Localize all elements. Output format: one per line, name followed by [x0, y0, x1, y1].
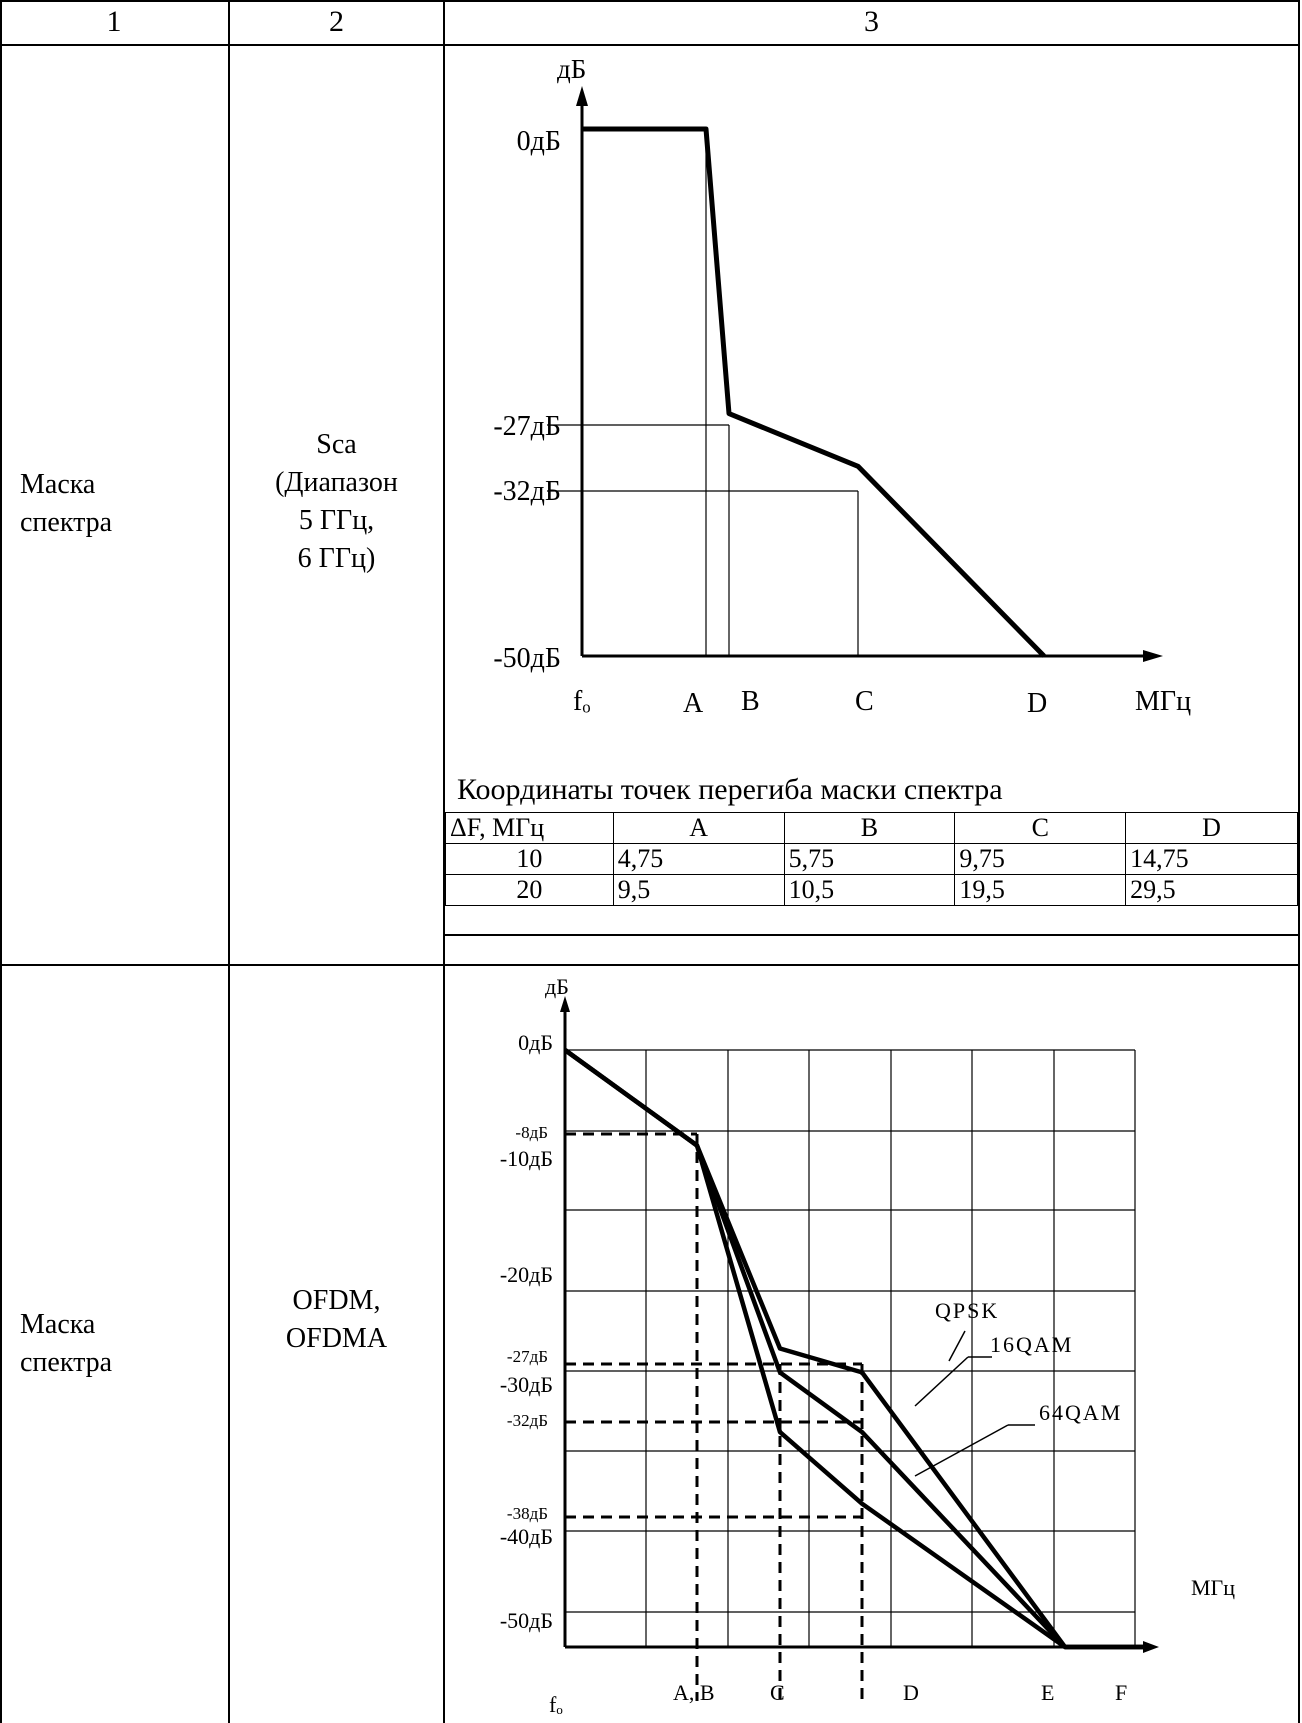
series-label-64qam: 64QAM [1039, 1400, 1122, 1425]
column-header-3: 3 [864, 5, 879, 38]
y-axis-label: дБ [557, 54, 586, 84]
ofdm-spectrum-mask-chart: QPSK 16QAM 64QAM дБ МГц 0дБ -8дБ -10дБ -… [500, 974, 1235, 1717]
series-label-qpsk: QPSK [935, 1298, 999, 1323]
x-tick-label: B [741, 686, 760, 717]
column-header-1: 1 [106, 5, 122, 38]
row1-mode: Sca (Диапазон 5 ГГц, 6 ГГц) [230, 426, 443, 578]
table-divider-col2 [443, 0, 445, 1723]
x-tick-label: D [1027, 688, 1047, 719]
label-leader [914, 1356, 969, 1407]
y-tick-label: -40дБ [500, 1524, 553, 1549]
row2-mode: OFDM, OFDMA [230, 1282, 443, 1358]
table-cell: 10,5 [783, 874, 956, 906]
x-axis-label: МГц [1135, 686, 1191, 717]
table-cell: 29,5 [1125, 874, 1298, 906]
x-tick-label: C [855, 686, 874, 717]
x-axis-arrow [1143, 1641, 1159, 1653]
x-axis-label: МГц [1191, 1575, 1235, 1600]
row1-mode-line: 6 ГГц) [297, 543, 376, 574]
table-cell: 9,5 [612, 874, 785, 906]
table-header-cell: C [954, 812, 1127, 844]
y-tick-label: -50дБ [500, 1608, 553, 1633]
y-tick-label: 0дБ [517, 126, 561, 157]
row2-mode-line: OFDM, [292, 1285, 381, 1316]
inflection-table-bottom-line [445, 934, 1298, 936]
dashed-references [565, 1132, 864, 1701]
table-header-cell: A [612, 812, 785, 844]
y-tick-label: -27дБ [507, 1347, 548, 1366]
y-tick-label: -10дБ [500, 1146, 553, 1171]
x-tick-label: fₒ [549, 1692, 563, 1717]
label-leader [948, 1330, 966, 1362]
sca-spectrum-mask-chart: дБ 0дБ -27дБ -32дБ -50дБ fₒ A B C D МГц [493, 54, 1191, 719]
table-cell: 10 [445, 843, 614, 875]
row1-parameter: Маска спектра [20, 469, 113, 538]
x-tick-label: A, B [673, 1680, 715, 1705]
x-tick-label: E [1041, 1680, 1054, 1705]
table-row-divider [0, 964, 1300, 966]
series-label-16qam: 16QAM [990, 1332, 1073, 1357]
row1-mode-line: 5 ГГц, [298, 505, 375, 536]
x-tick-label: fₒ [573, 686, 590, 717]
x-tick-label: D [903, 1680, 919, 1705]
y-tick-label: -20дБ [500, 1262, 553, 1287]
y-tick-label: 0дБ [518, 1030, 553, 1055]
y-tick-label: -8дБ [515, 1123, 548, 1142]
inflection-table-caption: Координаты точек перегиба маски спектра [457, 773, 1003, 806]
y-tick-label: -30дБ [500, 1372, 553, 1397]
table-row: 20 9,5 10,5 19,5 29,5 [445, 874, 1298, 906]
table-cell: 4,75 [612, 843, 785, 875]
y-tick-label: -27дБ [493, 411, 561, 442]
y-tick-label: -32дБ [507, 1411, 548, 1430]
table-cell: 19,5 [954, 874, 1127, 906]
column-header-2: 2 [329, 5, 344, 38]
table-divider-col1 [228, 0, 230, 1723]
y-axis-label: дБ [545, 974, 569, 999]
table-header-cell: D [1125, 812, 1298, 844]
y-tick-label: -38дБ [507, 1504, 548, 1523]
x-tick-label: F [1115, 1680, 1127, 1705]
table-header-divider [0, 44, 1300, 46]
table-cell: 14,75 [1125, 843, 1298, 875]
x-tick-label: A [683, 688, 704, 719]
table-header-cell: ΔF, МГц [445, 812, 614, 844]
row2-parameter: Маска спектра [20, 1309, 113, 1378]
series-line-64qam [563, 1048, 1145, 1650]
y-tick-label: -50дБ [493, 643, 561, 674]
table-header-row: ΔF, МГц A B C D [445, 812, 1298, 844]
series-line [582, 126, 1046, 658]
row1-mode-line: Sca [316, 429, 357, 460]
x-axis-arrow [1143, 650, 1163, 662]
table-border-top [0, 0, 1300, 2]
table-row: 10 4,75 5,75 9,75 14,75 [445, 843, 1298, 875]
table-border-left [0, 0, 2, 1723]
x-tick-label: C [770, 1680, 785, 1705]
label-leader [914, 1424, 1009, 1477]
table-header-cell: B [783, 812, 956, 844]
table-cell: 9,75 [954, 843, 1127, 875]
row1-mode-line: (Диапазон [275, 467, 398, 498]
y-axis-arrow [576, 86, 588, 106]
inflection-table: ΔF, МГц A B C D 10 4,75 5,75 9,75 14,75 … [445, 812, 1298, 906]
table-border-right [1298, 0, 1300, 1723]
y-axis-arrow [560, 996, 570, 1012]
y-tick-label: -32дБ [493, 476, 561, 507]
grid [564, 1049, 1136, 1647]
table-cell: 5,75 [783, 843, 956, 875]
row2-mode-line: OFDMA [285, 1323, 388, 1354]
table-cell: 20 [445, 874, 614, 906]
